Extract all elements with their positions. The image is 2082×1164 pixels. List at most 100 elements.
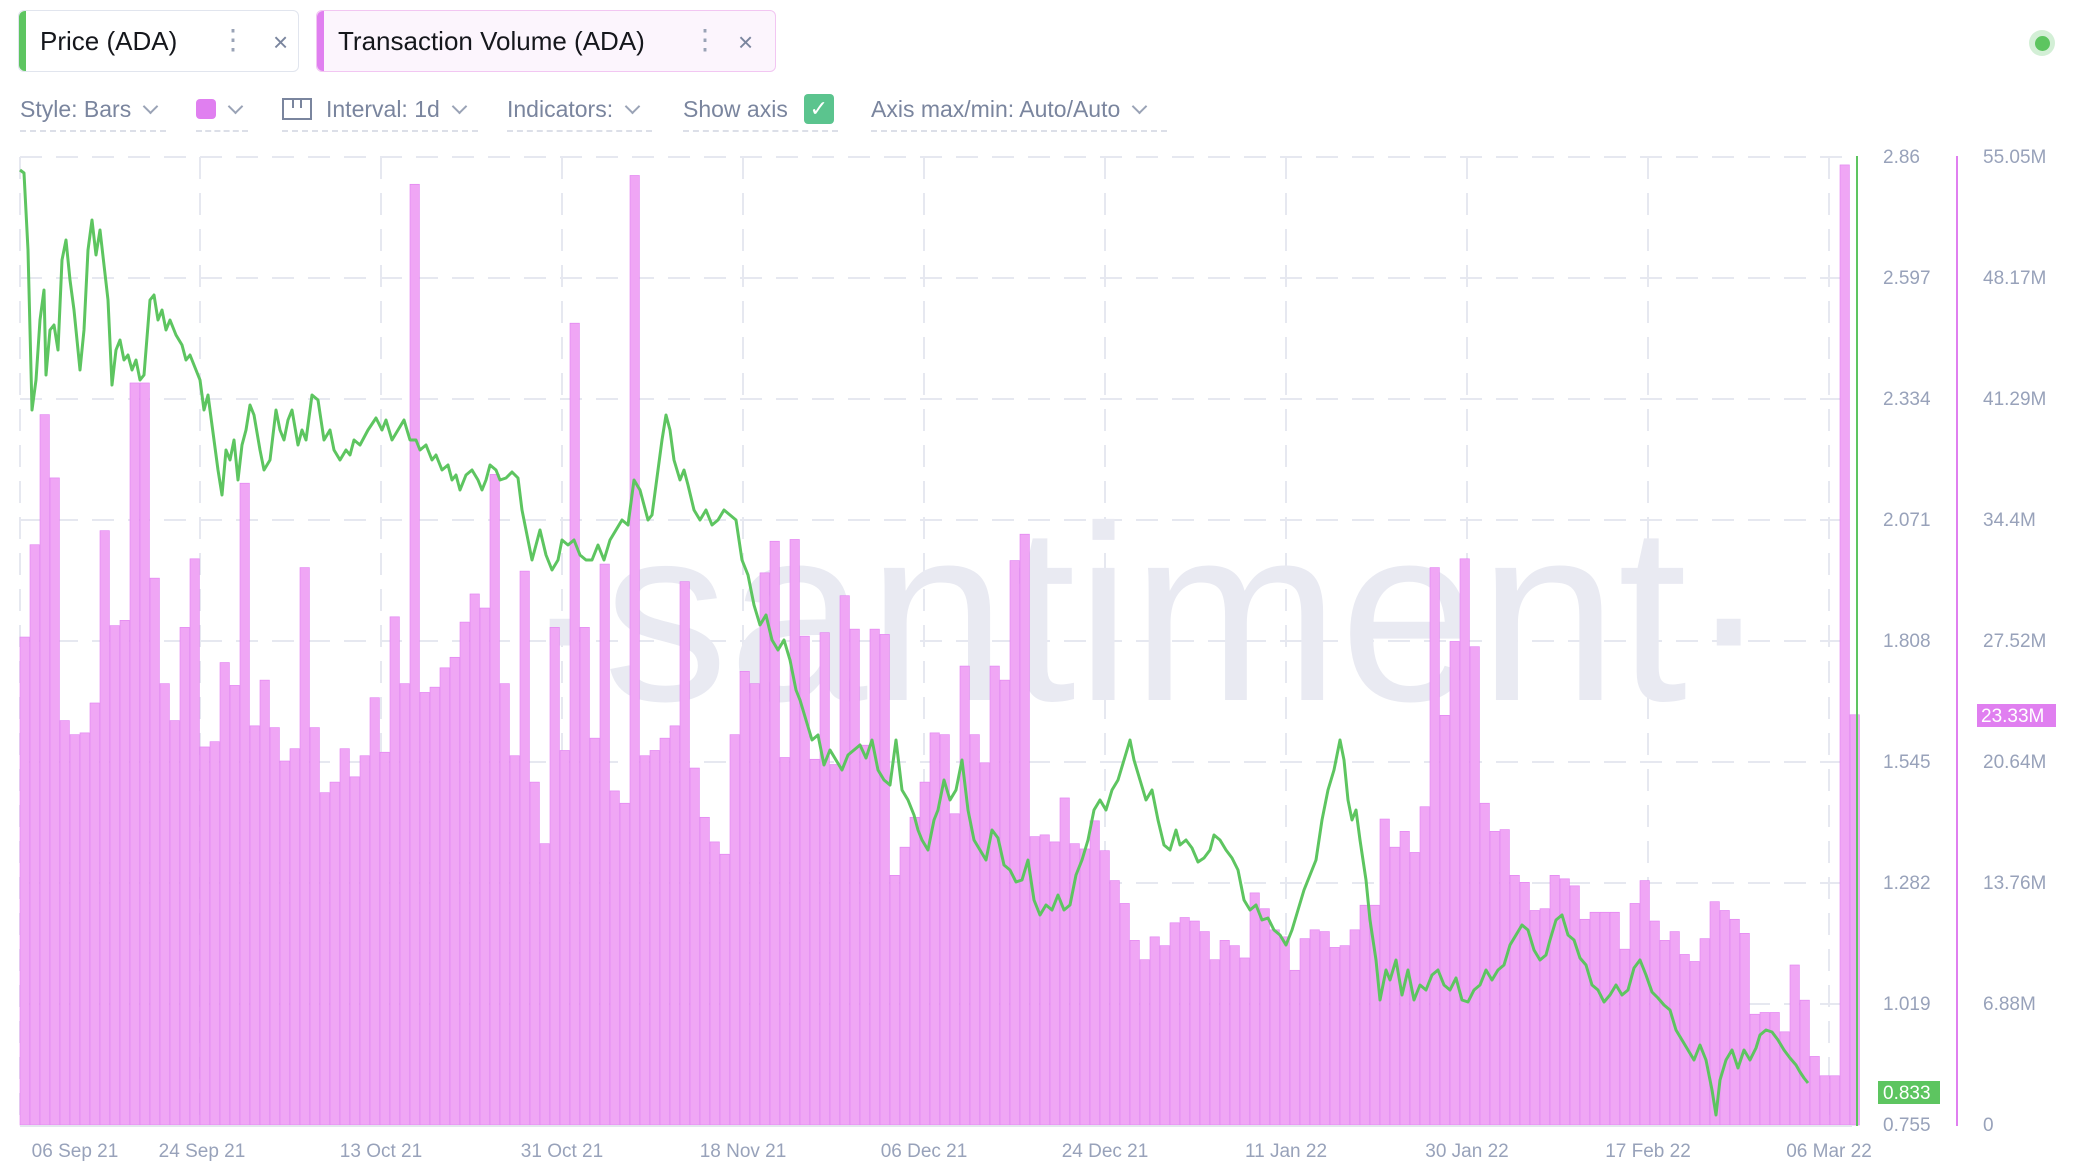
volume-bar: [1199, 931, 1210, 1126]
close-icon[interactable]: ×: [738, 27, 754, 57]
volume-bar: [529, 781, 540, 1126]
volume-bar: [749, 683, 760, 1126]
volume-bar: [369, 697, 380, 1126]
color-swatch: [196, 99, 216, 119]
volume-tick-label: 27.52M: [1983, 631, 2046, 652]
volume-bar: [879, 634, 890, 1126]
vertical-dots-icon[interactable]: ⋮: [219, 24, 247, 55]
volume-bar: [129, 382, 140, 1126]
volume-bar: [1819, 1075, 1830, 1126]
date-tick-label: 06 Sep 21: [32, 1141, 119, 1162]
date-tick-label: 17 Feb 22: [1605, 1141, 1691, 1162]
tab-label: Transaction Volume (ADA): [338, 25, 645, 56]
volume-bar: [1059, 797, 1070, 1126]
vertical-dots-icon[interactable]: ⋮: [691, 24, 719, 55]
volume-bar: [479, 607, 490, 1126]
volume-bar: [1179, 917, 1190, 1126]
status-dot-icon: [2034, 35, 2050, 51]
volume-bar: [1289, 969, 1300, 1126]
indicators-dropdown[interactable]: Indicators:: [507, 92, 652, 132]
volume-bar: [1659, 940, 1670, 1126]
volume-bar: [1769, 1012, 1780, 1126]
indicators-label: Indicators:: [507, 95, 614, 122]
volume-bar: [19, 636, 30, 1126]
volume-bar: [79, 732, 90, 1126]
volume-bar: [259, 679, 270, 1126]
volume-bar: [1319, 931, 1330, 1126]
volume-bar: [109, 625, 120, 1126]
volume-bar: [249, 725, 260, 1126]
price-tick-label: 1.282: [1883, 873, 1931, 894]
volume-bar: [1309, 929, 1320, 1126]
volume-bar: [1269, 929, 1280, 1126]
volume-bar: [339, 748, 350, 1126]
volume-bar: [1649, 920, 1660, 1126]
volume-bar: [1109, 880, 1120, 1126]
color-picker-dropdown[interactable]: [196, 92, 248, 132]
volume-tick-label: 48.17M: [1983, 268, 2046, 289]
volume-bar: [1209, 959, 1220, 1126]
volume-bar: [199, 746, 210, 1126]
volume-bar: [849, 628, 860, 1126]
volume-bar: [869, 628, 880, 1126]
volume-bar: [1389, 846, 1400, 1126]
interval-calendar-icon: [282, 98, 312, 120]
tab-price-ada[interactable]: Price (ADA) ⋮ ×: [18, 10, 299, 72]
checkbox-checked-icon[interactable]: ✓: [803, 94, 834, 124]
volume-bar: [89, 702, 100, 1126]
volume-bar: [1099, 850, 1110, 1126]
volume-bar: [909, 816, 920, 1126]
volume-bar: [439, 667, 450, 1126]
style-label: Style: Bars: [20, 95, 132, 122]
volume-tick-label: 34.4M: [1983, 510, 2036, 531]
date-tick-label: 31 Oct 21: [521, 1141, 603, 1162]
volume-bar: [1849, 714, 1860, 1126]
volume-bar: [169, 720, 180, 1126]
show-axis-label: Show axis: [683, 95, 788, 122]
date-tick-label: 24 Dec 21: [1062, 1141, 1149, 1162]
axis-max-min-dropdown[interactable]: Axis max/min: Auto/Auto: [871, 92, 1167, 132]
volume-bar: [269, 727, 280, 1126]
volume-bar: [969, 734, 980, 1126]
volume-bar: [809, 758, 820, 1126]
volume-bar: [1839, 164, 1850, 1126]
volume-bar: [59, 720, 70, 1126]
volume-bar: [989, 665, 1000, 1126]
volume-bar: [1829, 1075, 1840, 1126]
volume-bar: [469, 593, 480, 1126]
price-line: [19, 168, 1810, 1117]
volume-bar: [1639, 880, 1650, 1126]
volume-bar: [449, 656, 460, 1126]
volume-bar: [1329, 947, 1340, 1126]
volume-bar: [829, 764, 840, 1126]
volume-bar: [499, 683, 510, 1126]
volume-bar: [1129, 940, 1140, 1126]
interval-dropdown[interactable]: Interval: 1d: [282, 92, 478, 132]
volume-bar: [919, 781, 930, 1126]
volume-bar: [29, 544, 40, 1126]
svg-text:23.33M: 23.33M: [1981, 706, 2044, 727]
volume-bar: [1169, 922, 1180, 1126]
volume-bar: [599, 563, 610, 1126]
volume-bar: [699, 816, 710, 1126]
volume-bar: [729, 734, 740, 1126]
volume-bar: [179, 627, 190, 1126]
volume-bar: [1539, 908, 1550, 1126]
tab-transaction-volume-ada[interactable]: Transaction Volume (ADA) ⋮ ×: [316, 10, 776, 72]
volume-bar: [949, 813, 960, 1126]
volume-bar: [1429, 567, 1440, 1126]
volume-bar: [1789, 964, 1800, 1126]
volume-bar: [1479, 802, 1490, 1126]
show-axis-toggle[interactable]: Show axis ✓: [683, 92, 838, 132]
volume-bar: [759, 572, 770, 1126]
volume-bar: [1469, 646, 1480, 1126]
volume-series-color-bar: [317, 11, 324, 71]
price-tick-label: 2.071: [1883, 510, 1931, 531]
volume-bar: [679, 581, 690, 1126]
volume-bar: [1519, 882, 1530, 1126]
volume-bar: [459, 621, 470, 1126]
interval-label: Interval: 1d: [326, 95, 440, 122]
close-icon[interactable]: ×: [273, 27, 289, 57]
style-dropdown[interactable]: Style: Bars: [20, 92, 166, 132]
